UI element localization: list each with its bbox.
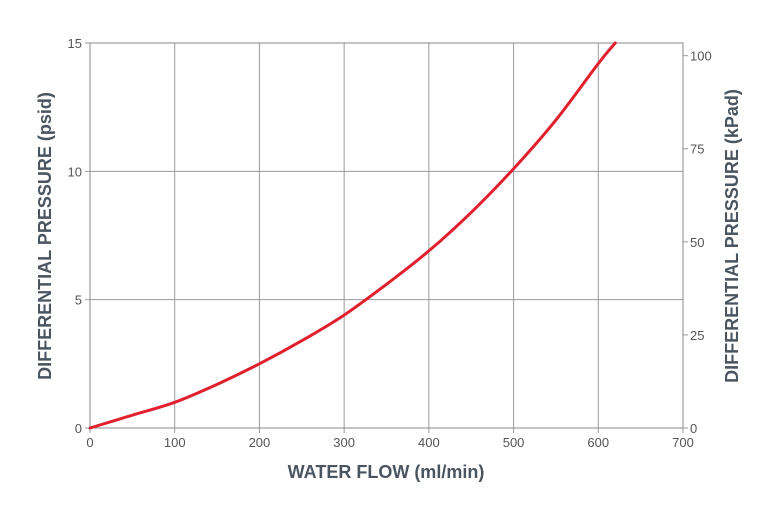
gridlines [85,42,688,433]
y-tick-label: 0 [75,421,82,436]
x-tick-label: 600 [587,435,609,450]
x-tick-label: 100 [164,435,186,450]
y-tick-label: 10 [68,164,82,179]
y-axis-title: DIFFERENTIAL PRESSURE (psid) [35,92,55,380]
x-tick-label: 200 [249,435,271,450]
x-tick-label: 300 [333,435,355,450]
x-tick-label: 400 [418,435,440,450]
y-tick-label: 15 [68,36,82,51]
y2-tick-label: 0 [690,421,697,436]
y-tick-label: 5 [75,293,82,308]
plot-frame [89,42,684,429]
y2-tick-label: 50 [690,235,704,250]
y2-axis-title: DIFFERENTIAL PRESSURE (kPad) [722,89,742,383]
pressure-curve [88,41,617,430]
series-layer [88,41,617,430]
y2-tick-label: 100 [690,49,712,64]
x-axis-title: WATER FLOW (ml/min) [288,462,485,482]
x-tick-label: 0 [86,435,93,450]
y2-tick-label: 25 [690,328,704,343]
y2-tick-label: 75 [690,142,704,157]
x-tick-label: 500 [503,435,525,450]
x-tick-label: 700 [672,435,694,450]
